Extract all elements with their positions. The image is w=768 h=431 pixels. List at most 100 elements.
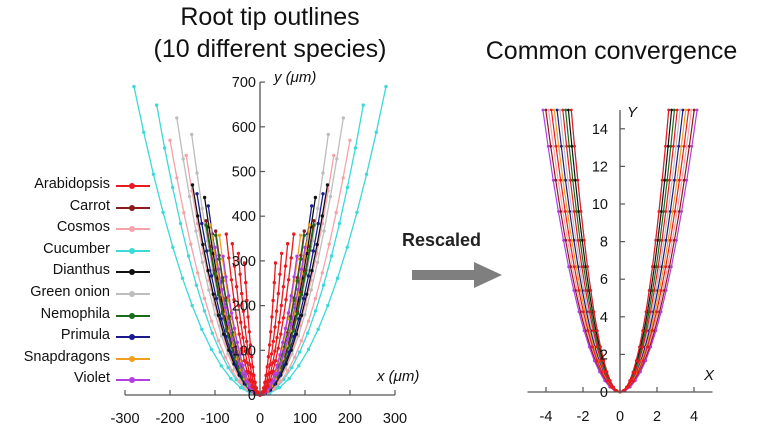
data-point — [326, 132, 330, 137]
data-point — [570, 210, 574, 213]
legend-item: Carrot — [6, 197, 156, 219]
data-point — [279, 379, 283, 384]
data-point — [690, 144, 694, 148]
data-point — [656, 238, 660, 242]
data-point — [245, 298, 249, 303]
data-point — [237, 361, 241, 366]
y-tick-label: 4 — [600, 310, 608, 326]
x-tick-label: -200 — [155, 411, 184, 427]
data-point — [657, 210, 661, 213]
y-tick-label: 700 — [232, 75, 256, 91]
data-point — [682, 144, 686, 148]
data-point — [684, 108, 688, 112]
data-point — [555, 108, 559, 112]
data-point — [678, 108, 682, 112]
data-point — [278, 353, 282, 357]
data-point — [586, 329, 590, 332]
y-tick-label: 500 — [232, 165, 256, 181]
data-point — [668, 210, 672, 213]
legend-label: Cucumber — [43, 240, 110, 257]
y-tick-label: 0 — [248, 388, 256, 404]
data-point — [315, 260, 320, 264]
data-point — [670, 178, 674, 182]
data-point — [321, 171, 325, 175]
data-point — [627, 385, 631, 389]
data-point — [566, 210, 569, 213]
data-point — [566, 238, 569, 242]
data-point — [353, 146, 358, 150]
data-point — [200, 327, 204, 331]
data-point — [234, 285, 239, 289]
data-point — [270, 315, 274, 319]
data-point — [325, 183, 330, 187]
data-point — [612, 385, 615, 389]
data-point — [214, 296, 219, 301]
data-point — [678, 178, 681, 182]
data-point — [577, 310, 581, 314]
legend-label: Violet — [73, 370, 110, 387]
data-point — [572, 238, 576, 242]
data-point — [655, 310, 658, 314]
x-axis-title: X — [703, 367, 715, 384]
data-point — [208, 223, 213, 227]
data-point — [195, 192, 199, 196]
data-point — [286, 278, 291, 282]
data-point — [227, 316, 231, 321]
data-point — [605, 370, 609, 374]
data-point — [306, 347, 311, 352]
data-point — [223, 306, 228, 310]
data-point — [628, 379, 632, 383]
data-point — [672, 144, 675, 148]
data-point — [313, 296, 318, 301]
y-tick-label: 2 — [600, 347, 608, 363]
data-point — [690, 108, 693, 112]
data-point — [286, 242, 290, 246]
data-point — [279, 251, 284, 256]
data-point — [577, 210, 581, 213]
data-point — [310, 269, 314, 273]
data-point — [232, 298, 236, 302]
data-point — [290, 365, 294, 370]
left-chart: -300 -200 -100 0 100 200 300 0 100 200 300 400 500 60… — [110, 69, 419, 427]
data-point — [305, 292, 309, 296]
data-point — [242, 261, 247, 265]
data-point — [281, 285, 286, 289]
data-point — [279, 303, 283, 308]
data-point — [292, 298, 296, 303]
data-point — [312, 223, 316, 227]
legend-item: Snapdragons — [6, 348, 156, 370]
data-point — [309, 288, 313, 292]
data-point — [296, 287, 300, 292]
data-point — [644, 310, 648, 314]
x-tick-label: 2 — [653, 409, 661, 425]
data-point — [341, 176, 345, 180]
data-point — [238, 272, 242, 276]
data-point — [591, 329, 595, 332]
data-point — [261, 386, 266, 390]
data-point — [659, 210, 663, 213]
data-point — [297, 364, 301, 368]
data-point — [559, 144, 563, 148]
data-point — [641, 359, 645, 363]
data-point — [634, 359, 638, 363]
data-point — [239, 320, 243, 325]
data-point — [588, 310, 591, 314]
data-point — [682, 178, 686, 182]
data-point — [227, 294, 231, 298]
data-point — [282, 350, 286, 354]
data-point — [678, 210, 681, 213]
data-point — [299, 313, 304, 318]
data-point — [275, 363, 279, 368]
data-point — [292, 306, 297, 310]
data-point — [659, 289, 663, 292]
data-point — [301, 296, 306, 301]
data-point — [240, 346, 244, 350]
data-point — [595, 329, 599, 332]
y-tick-label: 8 — [600, 235, 608, 251]
data-point — [666, 210, 670, 213]
data-point — [200, 260, 205, 264]
data-point — [286, 337, 290, 341]
data-point — [234, 316, 239, 320]
y-tick-label: 10 — [592, 197, 608, 213]
data-point — [633, 370, 637, 374]
